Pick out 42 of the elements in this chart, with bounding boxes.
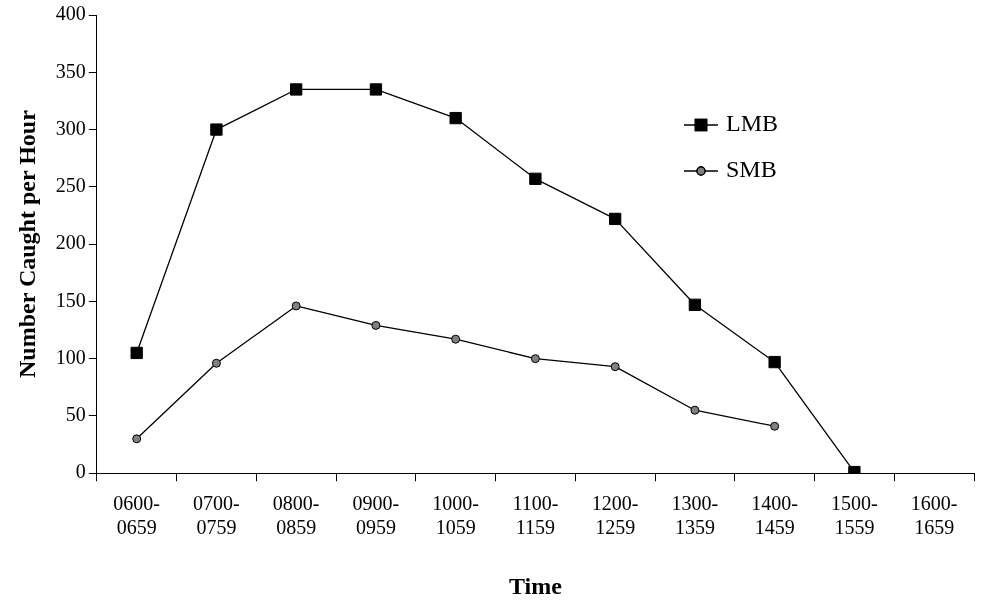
point [770, 421, 780, 431]
point [529, 172, 542, 185]
y-tick-label: 50 [65, 403, 86, 426]
point [768, 355, 781, 369]
x-tick-label: 0600-0659 [113, 492, 161, 539]
point [291, 301, 301, 311]
point [211, 358, 221, 368]
y-tick-label: 200 [55, 231, 86, 254]
x-tick-label: 0800-0859 [272, 492, 320, 539]
x-tick-label: 1100-1159 [512, 492, 559, 539]
x-tick-label: 1300-1359 [671, 492, 719, 539]
x-tick-label: 1600-1659 [910, 492, 958, 539]
y-tick-label: 300 [55, 116, 86, 139]
y-tick-label: 250 [55, 174, 86, 197]
legend-label: LMB [726, 110, 779, 137]
point [690, 405, 700, 415]
y-tick-label: 100 [55, 345, 86, 368]
x-tick-label: 1000-1059 [432, 492, 479, 539]
x-tick-label: 0900-0959 [352, 492, 400, 539]
point [210, 123, 223, 136]
y-tick-label: 0 [75, 460, 86, 483]
point [530, 354, 540, 364]
y-tick-label: 150 [55, 288, 86, 311]
y-axis-title: Number Caught per Hour [13, 109, 40, 378]
point [371, 320, 381, 330]
point [290, 83, 303, 96]
point [449, 111, 462, 125]
point [608, 212, 622, 226]
y-tick-label: 400 [55, 2, 86, 25]
x-tick-label: 1200-1259 [591, 492, 639, 539]
point [610, 362, 620, 372]
legend-label: SMB [726, 156, 777, 183]
point [688, 298, 702, 311]
point [130, 346, 143, 360]
point [132, 434, 142, 444]
x-tick-label: 1400-1459 [751, 492, 798, 539]
y-tick-label: 350 [55, 59, 86, 82]
point [369, 83, 383, 96]
x-axis-title: Time [508, 572, 563, 599]
x-tick-label: 1500-1559 [831, 492, 878, 539]
x-tick-label: 0700-0759 [193, 492, 240, 539]
point [451, 334, 461, 344]
